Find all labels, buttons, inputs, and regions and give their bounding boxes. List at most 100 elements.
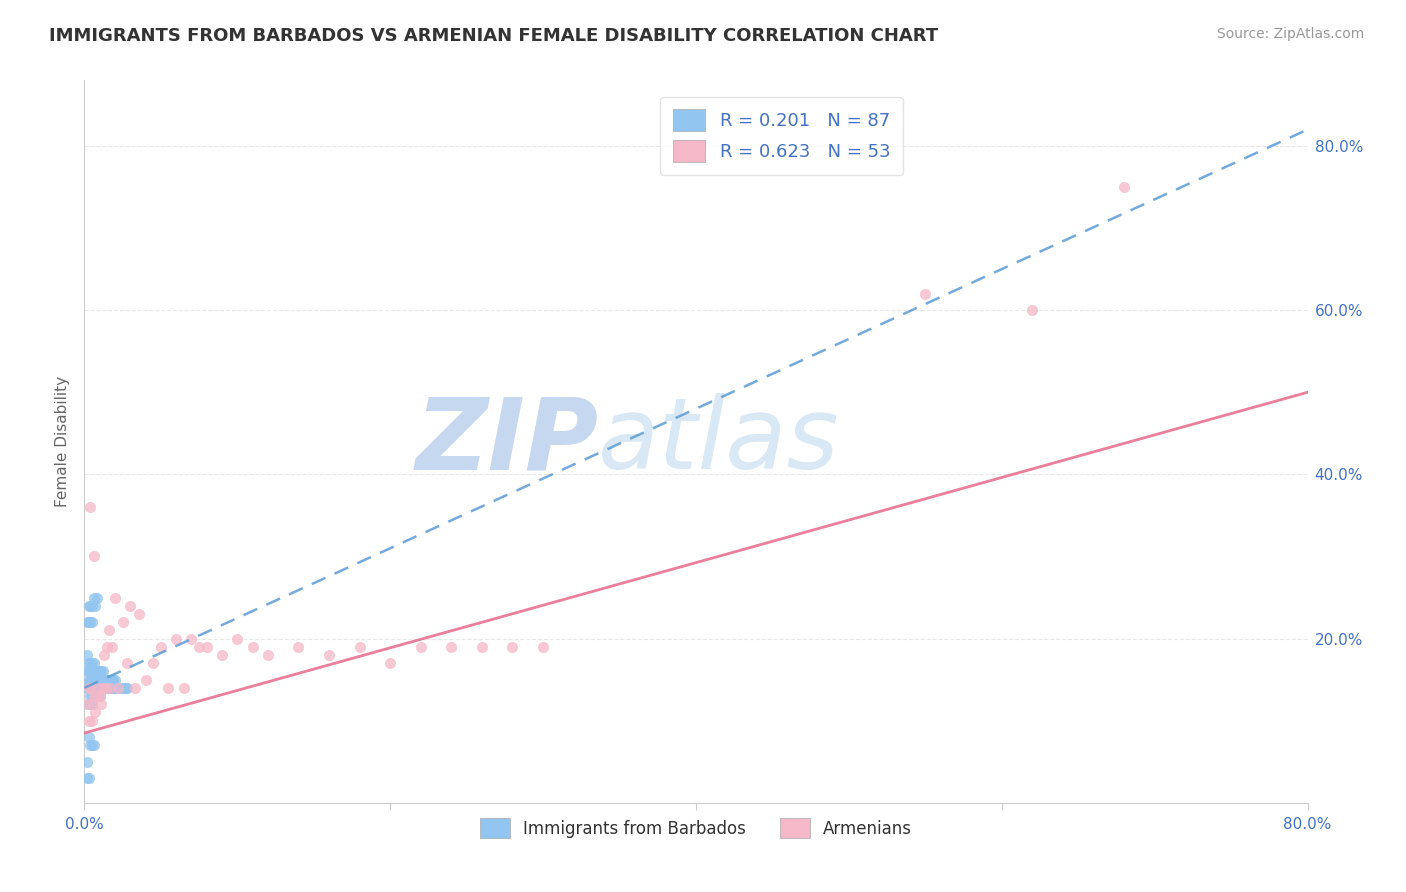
Point [91, 673, 114, 687]
Y-axis label: Female Disability: Female Disability [55, 376, 70, 508]
Point [180, 632, 202, 646]
Point [104, 673, 127, 687]
Point [83, 665, 105, 679]
Point [101, 681, 124, 695]
Point [188, 640, 211, 654]
Point [79, 681, 101, 695]
Point [77, 681, 100, 695]
Point [79, 673, 101, 687]
Point [77, 681, 100, 695]
Point [83, 689, 105, 703]
Point [86, 689, 108, 703]
Point [93, 681, 115, 695]
Point [79, 681, 101, 695]
Point [112, 681, 135, 695]
Point [84, 706, 107, 720]
Point [80, 698, 103, 712]
Point [77, 673, 100, 687]
Point [101, 673, 124, 687]
Point [98, 681, 121, 695]
Legend: Immigrants from Barbados, Armenians: Immigrants from Barbados, Armenians [474, 812, 918, 845]
Point [226, 632, 249, 646]
Point [86, 673, 108, 687]
Point [91, 681, 114, 695]
Point [91, 665, 114, 679]
Point [80, 681, 103, 695]
Point [96, 640, 118, 654]
Point [94, 673, 117, 687]
Point [77, 698, 100, 712]
Point [110, 681, 132, 695]
Text: IMMIGRANTS FROM BARBADOS VS ARMENIAN FEMALE DISABILITY CORRELATION CHART: IMMIGRANTS FROM BARBADOS VS ARMENIAN FEM… [49, 27, 938, 45]
Point [80, 739, 103, 753]
Point [77, 657, 100, 671]
Point [83, 681, 105, 695]
Point [114, 681, 136, 695]
Point [87, 673, 110, 687]
Point [111, 681, 134, 695]
Point [76, 771, 98, 785]
Point [90, 673, 112, 687]
Point [84, 689, 107, 703]
Point [79, 599, 101, 613]
Point [79, 665, 101, 679]
Point [83, 689, 105, 703]
Point [86, 681, 108, 695]
Point [242, 640, 264, 654]
Point [96, 681, 118, 695]
Point [80, 689, 103, 703]
Point [79, 689, 101, 703]
Point [87, 665, 110, 679]
Point [91, 681, 114, 695]
Point [84, 599, 107, 613]
Point [80, 673, 103, 687]
Point [108, 681, 131, 695]
Point [97, 681, 120, 695]
Point [80, 665, 103, 679]
Point [77, 615, 100, 630]
Point [120, 599, 142, 613]
Point [96, 673, 118, 687]
Point [195, 640, 218, 654]
Point [103, 673, 125, 687]
Point [380, 657, 402, 671]
Point [914, 286, 936, 301]
Point [84, 681, 107, 695]
Point [87, 689, 110, 703]
Point [124, 681, 146, 695]
Point [84, 673, 107, 687]
Point [104, 681, 127, 695]
Point [93, 648, 115, 662]
Point [90, 681, 112, 695]
Point [77, 730, 100, 744]
Point [165, 632, 187, 646]
Point [89, 689, 111, 703]
Point [79, 739, 101, 753]
Point [142, 657, 165, 671]
Point [157, 681, 180, 695]
Point [409, 640, 432, 654]
Point [89, 673, 111, 687]
Point [80, 714, 103, 728]
Point [80, 698, 103, 712]
Point [76, 665, 98, 679]
Point [211, 648, 233, 662]
Point [77, 665, 100, 679]
Point [97, 673, 120, 687]
Point [80, 615, 103, 630]
Point [115, 657, 138, 671]
Text: atlas: atlas [598, 393, 839, 490]
Point [87, 681, 110, 695]
Point [105, 681, 128, 695]
Point [94, 681, 117, 695]
Point [440, 640, 463, 654]
Point [84, 665, 107, 679]
Point [502, 640, 524, 654]
Point [76, 698, 98, 712]
Point [287, 640, 309, 654]
Point [101, 640, 124, 654]
Point [149, 640, 172, 654]
Point [83, 591, 105, 605]
Point [115, 681, 138, 695]
Point [93, 673, 115, 687]
